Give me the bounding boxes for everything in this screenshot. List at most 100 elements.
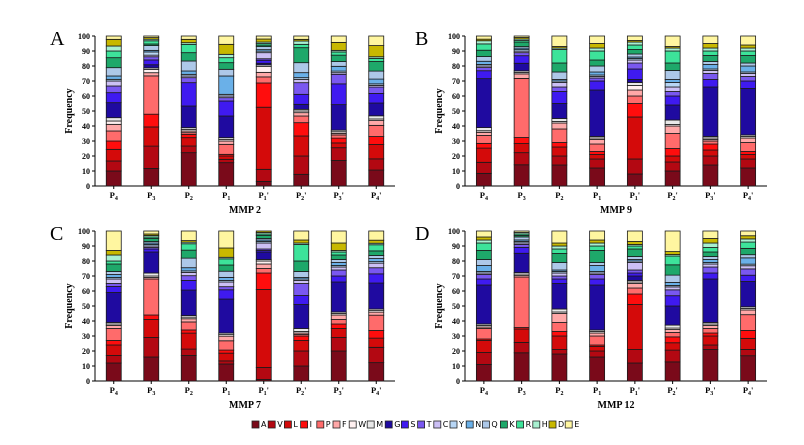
bar-segment-T [368,86,385,94]
bar-segment-K [180,52,197,62]
bar-segment-S [702,272,719,280]
x-tick-label: P4' [371,385,382,397]
bar-segment-S [702,79,719,88]
bar-segment-G [218,298,235,334]
bar-segment-Q [180,257,197,269]
bar-segment-G [105,292,122,323]
bar-segment-K [664,264,681,276]
bar-segment-G [740,281,757,308]
bar-segment-I [551,331,568,337]
legend-label: L [293,420,298,429]
bar-segment-N [330,262,347,266]
bar-segment-E [702,230,719,239]
bar-segment-Q [740,254,757,259]
x-tick-label: P2 [185,385,193,397]
bar-segment-E [180,35,197,40]
bar-segment-V [702,155,719,166]
bar-segment-R [740,241,757,249]
y-tick-label: 40 [452,122,460,131]
bar-segment-T [664,91,681,97]
bar-segment-N [180,267,197,272]
bar-segment-I [218,349,235,354]
bar-segment-S [513,246,530,254]
bar-segment-G [626,275,643,281]
bar-segment-Q [626,53,643,58]
bar-segment-S [551,91,568,104]
y-tick-label: 60 [82,92,90,101]
bar-segment-S [368,273,385,284]
bar-segment-S [293,295,310,305]
bar-segment-K [368,250,385,256]
y-tick-label: 70 [452,272,460,281]
legend-label: V [277,420,283,429]
bar-segment-T [368,267,385,275]
legend-swatch [400,420,409,429]
legend-swatch [348,420,357,429]
y-tick-label: 70 [82,272,90,281]
bar-segment-P [330,319,347,325]
y-tick-label: 50 [452,107,460,116]
y-tick-label: 80 [452,62,460,71]
legend-label: K [509,420,515,429]
bar-segment-S [180,82,197,107]
bar-segment-G [143,251,160,274]
bar-segment-I [368,136,385,145]
bar-segment-K [740,247,757,256]
bar-segment-L [589,154,606,160]
legend-label: Q [491,420,497,429]
x-tick-label: P2 [185,190,193,202]
panel-b: B Frequency 0 10 20 30 40 50 60 70 80 90 100 P4 P3 P2 P1… [415,28,767,216]
bar-segment-F [255,263,272,269]
bar-segment-C [255,242,272,250]
bar-segment-N [589,71,606,76]
bar-segment-Q [330,259,347,263]
x-tick-label: P3' [705,385,716,397]
bar-segment-T [626,62,643,70]
bar-segment-L [143,126,160,147]
bar-segment-V [626,349,643,364]
bar-segment-W [255,65,272,73]
bar-segment-F [143,72,160,77]
legend-label: P [326,420,331,429]
bar-segment-Q [740,62,757,67]
legend-swatch [548,420,557,429]
bar-segment-G [143,64,160,69]
x-tick-label: P1 [222,385,230,397]
legend-swatch [384,420,393,429]
bar-segment-R [589,245,606,251]
bar-segment-Q [330,61,347,67]
bar-segment-E [740,35,757,46]
y-tick-label: 100 [448,227,460,236]
bar-segment-E [180,230,197,241]
bar-segment-I [702,143,719,151]
bar-segment-K [513,41,530,48]
y-tick-label: 80 [82,257,90,266]
legend-swatch [449,420,458,429]
bar-segment-L [330,142,347,149]
bar-segment-I [551,142,568,148]
bar-segment-A [513,352,530,382]
bar-segment-N [330,65,347,72]
bar-segment-V [218,158,235,164]
bar-segment-F [255,71,272,78]
bar-segment-H [702,47,719,52]
bar-segment-P [702,328,719,334]
y-tick-label: 0 [86,377,90,386]
bar-segment-I [105,140,122,150]
bar-segment-D [105,250,122,256]
bar-segment-R [105,260,122,265]
bar-segment-K [551,62,568,73]
bar-segment-C [293,280,310,284]
y-tick-label: 30 [82,332,90,341]
bar-segment-S [626,272,643,277]
bar-segment-D [626,241,643,245]
bar-segment-A [293,365,310,382]
y-tick-label: 90 [452,47,460,56]
bar-segment-D [330,242,347,251]
bar-segment-V [551,349,568,355]
y-tick-label: 80 [452,257,460,266]
bar-segment-M [475,127,492,132]
bar-segment-A [255,181,272,187]
bar-segment-R [664,255,681,266]
legend-item-K: K [499,420,515,429]
